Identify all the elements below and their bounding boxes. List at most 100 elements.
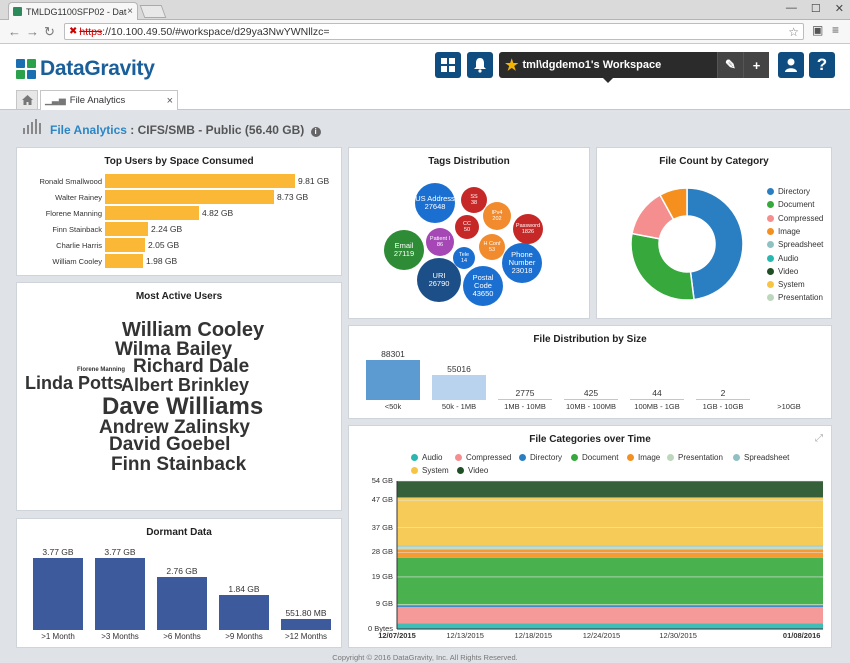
time-legend-item[interactable]: Video	[457, 466, 488, 475]
tag-bubble[interactable]: Postal Code 43650	[463, 266, 503, 306]
file-count-legend-item[interactable]: Directory	[767, 187, 810, 196]
browser-tab-close-icon[interactable]: ×	[127, 6, 133, 17]
time-legend-item[interactable]: Presentation	[667, 453, 723, 462]
cast-icon[interactable]: ▣	[812, 23, 824, 37]
word-richard-dale[interactable]: Richard Dale	[133, 356, 250, 377]
forward-arrow-icon[interactable]: →	[26, 24, 39, 39]
size-category-label: 100MB - 1GB	[634, 402, 680, 411]
favorite-star-icon[interactable]: ★	[505, 57, 519, 74]
tag-bubble[interactable]: Phone Number 23018	[502, 243, 542, 283]
time-legend-item[interactable]: Compressed	[455, 453, 511, 462]
word-william-cooley[interactable]: William Cooley	[122, 319, 265, 341]
new-tab-button[interactable]	[139, 5, 167, 18]
top-user-row[interactable]: Ronald Smallwood 9.81 GB	[17, 174, 329, 188]
word-linda-potts[interactable]: Linda Potts	[25, 373, 123, 393]
word-wilma-bailey[interactable]: Wilma Bailey	[115, 339, 233, 360]
file-count-legend-item[interactable]: System	[767, 280, 805, 289]
word-andrew-zalinsky[interactable]: Andrew Zalinsky	[99, 417, 250, 438]
back-arrow-icon[interactable]: ←	[8, 24, 21, 39]
info-icon[interactable]: i	[310, 127, 321, 137]
url-text: ://10.100.49.50/#workspace/d29ya3NwYWNll…	[102, 25, 330, 38]
tag-bubble[interactable]: H Conf 53	[479, 234, 505, 260]
add-workspace-plus-icon[interactable]: +	[743, 52, 769, 78]
size-bar[interactable]	[498, 398, 552, 400]
user-profile-button[interactable]	[778, 52, 804, 78]
expand-icon[interactable]: ⤢	[815, 433, 823, 444]
minimize-icon[interactable]: —	[785, 2, 797, 14]
page-title-link[interactable]: File Analytics	[50, 123, 127, 137]
time-legend-item[interactable]: System	[411, 466, 449, 475]
file-count-legend-item[interactable]: Image	[767, 227, 800, 236]
dormant-bar[interactable]	[157, 577, 207, 630]
top-user-row[interactable]: William Cooley 1.98 GB	[17, 254, 177, 268]
tag-bubble[interactable]: Patient I 86	[426, 228, 454, 256]
tag-bubble-count: 23018	[511, 266, 533, 276]
close-window-icon[interactable]: ✕	[834, 3, 844, 15]
top-user-row[interactable]: Charlie Harris 2.05 GB	[17, 238, 179, 252]
dormant-data-title: Dormant Data	[146, 527, 212, 538]
edit-workspace-pencil-icon[interactable]: ✎	[717, 52, 743, 78]
dormant-bar[interactable]	[219, 595, 269, 630]
size-bar[interactable]	[696, 399, 750, 400]
top-user-bar[interactable]	[105, 222, 148, 236]
tag-bubble[interactable]: CC 50	[455, 215, 479, 239]
tag-bubble[interactable]: Email 27119	[384, 230, 424, 270]
top-user-bar[interactable]	[105, 206, 199, 220]
word-albert-brinkley[interactable]: Albert Brinkley	[121, 375, 250, 395]
file-count-legend-item[interactable]: Spreadsheet	[767, 240, 823, 249]
file-count-legend-item[interactable]: Audio	[767, 254, 798, 263]
tag-bubble[interactable]: US Address 27648	[415, 183, 455, 223]
address-bar[interactable]: ✖ https ://10.100.49.50/#workspace/d29ya…	[64, 23, 804, 40]
browser-tab[interactable]: TMLDG1100SFP02 - DataG ×	[8, 2, 138, 20]
menu-icon[interactable]: ≡	[832, 23, 840, 37]
top-user-bar[interactable]	[105, 190, 274, 204]
file-count-legend-item[interactable]: Document	[767, 200, 814, 209]
word-david-goebel[interactable]: David Goebel	[109, 434, 231, 455]
help-button[interactable]: ?	[809, 52, 835, 78]
maximize-icon[interactable]: ☐	[810, 3, 821, 15]
top-user-bar[interactable]	[105, 238, 145, 252]
tag-bubble[interactable]: IPv4 202	[483, 202, 511, 230]
tag-bubble[interactable]: SS 38	[461, 187, 487, 213]
tag-bubble[interactable]: Tele 14	[453, 247, 475, 269]
tag-bubble[interactable]: URI 26790	[417, 258, 461, 302]
datagravity-logo[interactable]: DataGravity	[16, 57, 155, 81]
top-user-row[interactable]: Finn Stainback 2.24 GB	[17, 222, 182, 236]
size-bar[interactable]	[366, 360, 420, 400]
time-legend-item[interactable]: Document	[571, 453, 618, 462]
tab-close-icon[interactable]: ×	[166, 94, 173, 107]
time-legend-item[interactable]: Image	[627, 453, 660, 462]
file-analytics-tab[interactable]: ▁▃▅ File Analytics ×	[40, 90, 178, 110]
word-florene-manning[interactable]: Florene Manning	[77, 367, 125, 373]
file-count-legend-item[interactable]: Presentation	[767, 293, 823, 302]
size-bar[interactable]	[564, 399, 618, 400]
notifications-button[interactable]	[467, 52, 493, 78]
x-tick-label: 12/24/2015	[582, 631, 621, 640]
file-count-legend-item[interactable]: Compressed	[767, 214, 823, 223]
dashboard-grid-button[interactable]	[435, 52, 461, 78]
dormant-bar[interactable]	[33, 558, 83, 630]
word-dave-williams[interactable]: Dave Williams	[102, 393, 264, 420]
dormant-bar[interactable]	[281, 619, 331, 630]
bookmark-star-icon[interactable]: ☆	[788, 24, 799, 39]
time-legend-item[interactable]: Spreadsheet	[733, 453, 789, 462]
file-count-legend-item[interactable]: Video	[767, 267, 798, 276]
top-user-bar[interactable]	[105, 174, 295, 188]
word-finn-stainback[interactable]: Finn Stainback	[111, 454, 247, 475]
top-user-row[interactable]: Florene Manning 4.82 GB	[17, 206, 233, 220]
home-tab[interactable]	[16, 90, 38, 109]
top-user-bar[interactable]	[105, 254, 143, 268]
tag-bubble[interactable]: Password 1826	[513, 214, 543, 244]
size-bar[interactable]	[432, 375, 486, 400]
time-legend-item[interactable]: Directory	[519, 453, 562, 462]
dormant-value-label: 1.84 GB	[228, 584, 260, 594]
tag-bubble-count: 27648	[424, 202, 446, 211]
size-value-label: 2	[720, 388, 726, 398]
size-bar[interactable]	[630, 399, 684, 400]
top-user-row[interactable]: Walter Rainey 8.73 GB	[17, 190, 308, 204]
dormant-bar[interactable]	[95, 558, 145, 630]
workspace-selector[interactable]: ★ tml\dgdemo1's Workspace ✎ +	[499, 52, 769, 83]
time-legend-item[interactable]: Audio	[411, 453, 442, 462]
reload-icon[interactable]: ↻	[44, 24, 55, 39]
categories-over-time-panel: File Categories over Time ⤢ Audio Compres…	[348, 425, 832, 648]
